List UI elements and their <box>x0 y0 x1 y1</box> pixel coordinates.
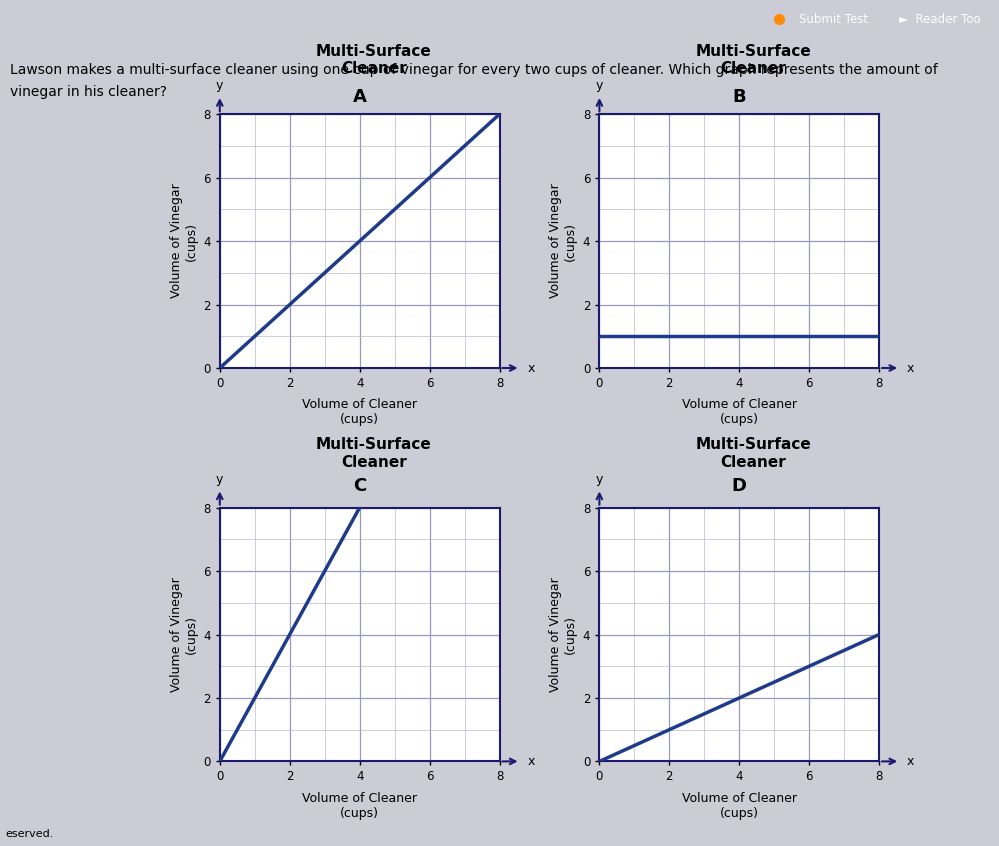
Text: D: D <box>731 477 747 495</box>
Y-axis label: Volume of Vinegar
(cups): Volume of Vinegar (cups) <box>170 577 198 692</box>
Text: Submit Test: Submit Test <box>799 13 868 25</box>
X-axis label: Volume of Cleaner
(cups): Volume of Cleaner (cups) <box>681 792 797 820</box>
Text: A: A <box>353 88 367 106</box>
Text: Lawson makes a multi-surface cleaner using one cup of vinegar for every two cups: Lawson makes a multi-surface cleaner usi… <box>10 63 938 78</box>
Text: eserved.: eserved. <box>5 829 53 839</box>
Text: y: y <box>216 473 224 486</box>
Text: ►  Reader Too: ► Reader Too <box>899 13 981 25</box>
Y-axis label: Volume of Vinegar
(cups): Volume of Vinegar (cups) <box>549 184 577 299</box>
Text: C: C <box>353 477 367 495</box>
X-axis label: Volume of Cleaner
(cups): Volume of Cleaner (cups) <box>681 398 797 426</box>
Text: Multi-Surface
Cleaner: Multi-Surface Cleaner <box>316 44 432 76</box>
Text: x: x <box>527 755 534 768</box>
Text: y: y <box>595 473 603 486</box>
Y-axis label: Volume of Vinegar
(cups): Volume of Vinegar (cups) <box>170 184 198 299</box>
Text: Multi-Surface
Cleaner: Multi-Surface Cleaner <box>316 437 432 470</box>
Text: x: x <box>527 361 534 375</box>
Text: x: x <box>907 361 914 375</box>
Text: vinegar in his cleaner?: vinegar in his cleaner? <box>10 85 167 99</box>
Text: Multi-Surface
Cleaner: Multi-Surface Cleaner <box>695 437 811 470</box>
Text: Multi-Surface
Cleaner: Multi-Surface Cleaner <box>695 44 811 76</box>
X-axis label: Volume of Cleaner
(cups): Volume of Cleaner (cups) <box>302 792 418 820</box>
Text: B: B <box>732 88 746 106</box>
Y-axis label: Volume of Vinegar
(cups): Volume of Vinegar (cups) <box>549 577 577 692</box>
X-axis label: Volume of Cleaner
(cups): Volume of Cleaner (cups) <box>302 398 418 426</box>
Text: y: y <box>216 80 224 92</box>
Text: y: y <box>595 80 603 92</box>
Text: x: x <box>907 755 914 768</box>
